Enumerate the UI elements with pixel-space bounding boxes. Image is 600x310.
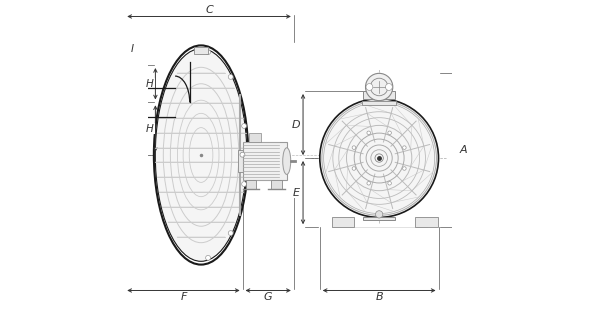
Text: C: C: [205, 5, 213, 15]
Text: I: I: [130, 44, 133, 54]
Circle shape: [367, 181, 370, 185]
Circle shape: [242, 182, 247, 187]
Circle shape: [388, 181, 391, 185]
Bar: [245, 179, 256, 189]
Circle shape: [376, 211, 383, 218]
Text: G: G: [264, 292, 272, 302]
Bar: [332, 217, 355, 227]
Circle shape: [206, 255, 211, 260]
Circle shape: [352, 146, 356, 149]
Circle shape: [388, 131, 391, 135]
Text: F: F: [180, 292, 187, 302]
Circle shape: [320, 99, 439, 217]
Bar: [238, 150, 247, 172]
Text: H: H: [146, 79, 154, 89]
Bar: [242, 142, 287, 180]
Bar: [363, 91, 395, 99]
Ellipse shape: [155, 49, 247, 261]
Circle shape: [228, 74, 233, 79]
Circle shape: [365, 73, 393, 101]
Text: E: E: [293, 188, 300, 197]
Ellipse shape: [283, 148, 291, 175]
Bar: [248, 133, 261, 142]
Bar: [362, 101, 396, 105]
Bar: [415, 217, 437, 227]
Bar: [271, 179, 282, 189]
Circle shape: [366, 84, 373, 91]
Text: H: H: [146, 124, 154, 134]
Circle shape: [228, 231, 233, 236]
Bar: [363, 217, 395, 220]
Bar: [194, 46, 208, 54]
Text: D: D: [292, 120, 301, 130]
Circle shape: [242, 123, 247, 128]
Ellipse shape: [154, 45, 248, 265]
Text: A: A: [460, 145, 467, 155]
Bar: [133, 97, 137, 108]
Circle shape: [403, 167, 406, 170]
Circle shape: [240, 152, 245, 157]
Circle shape: [352, 167, 356, 170]
Circle shape: [385, 84, 392, 91]
Circle shape: [403, 146, 406, 149]
Text: B: B: [376, 292, 383, 302]
Circle shape: [367, 131, 370, 135]
Circle shape: [206, 50, 211, 55]
